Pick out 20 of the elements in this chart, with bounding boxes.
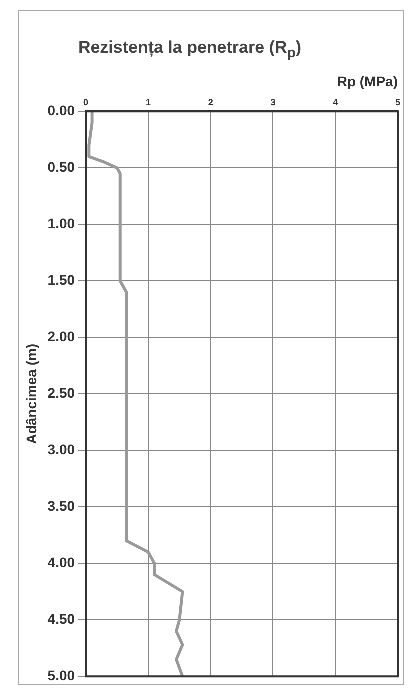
y-tick-label: 0.50 — [48, 158, 76, 175]
y-tick-label: 1.50 — [48, 272, 76, 288]
x-tick-label: 1 — [146, 98, 151, 108]
y-tick-label: 1.00 — [48, 215, 76, 232]
x-tick-label: 4 — [333, 98, 338, 108]
y-tick-label: 4.50 — [48, 610, 76, 627]
chart-title: Rezistența la penetrare (R$_{p}$) — [77, 38, 303, 62]
y-tick-label: 3.50 — [48, 498, 76, 514]
y-axis-title: Adâncimea (m) — [23, 344, 40, 444]
y-tick-label: 2.50 — [48, 384, 76, 401]
y-tick-label: 4.00 — [48, 554, 76, 570]
x-tick-label: 5 — [395, 98, 401, 108]
x-tick-label: 3 — [270, 98, 276, 108]
y-tick-label: 2.00 — [48, 328, 76, 344]
y-tick-label: 0.00 — [48, 102, 76, 118]
x-tick-label: 2 — [208, 98, 214, 108]
x-tick-label: 0 — [84, 98, 89, 108]
y-tick-label: 5.00 — [48, 667, 76, 684]
y-tick-label: 3.00 — [48, 441, 76, 458]
x-axis-title: Rp (MPa) — [337, 73, 398, 90]
